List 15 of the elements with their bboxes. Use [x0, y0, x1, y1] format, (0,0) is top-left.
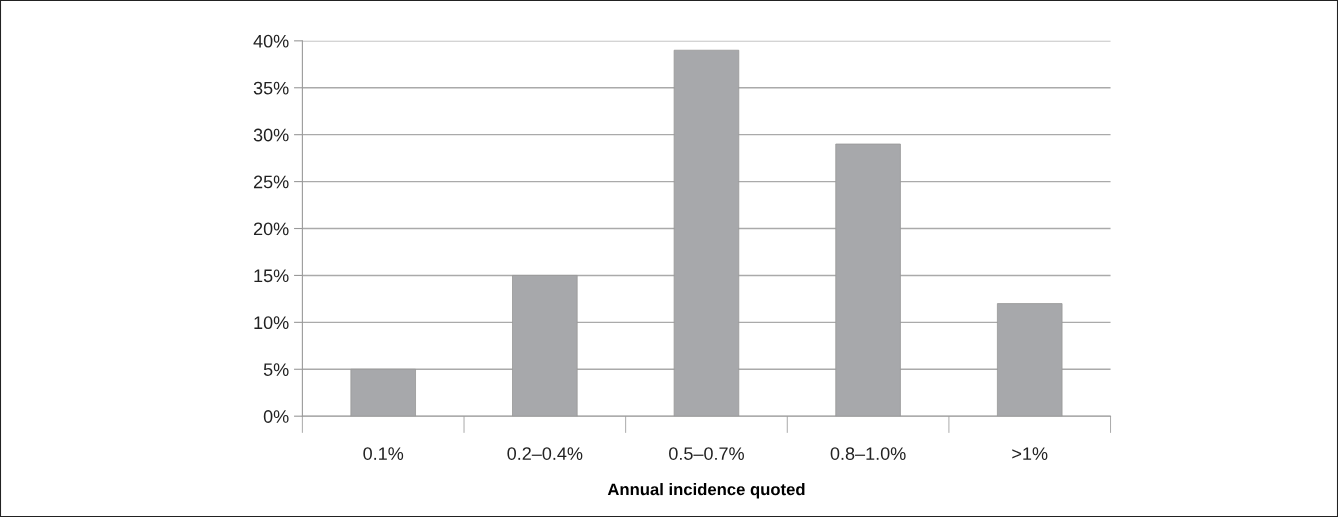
- x-tick-label: 0.2–0.4%: [507, 447, 583, 460]
- y-tick-label: 20%: [253, 222, 289, 236]
- x-tick-label: 0.1%: [363, 447, 404, 460]
- y-tick-label: 25%: [253, 175, 289, 189]
- y-tick-label: 5%: [263, 363, 289, 376]
- y-tick-label: 30%: [253, 128, 289, 142]
- y-tick-label: 15%: [254, 269, 289, 283]
- x-tick-label: 0.8–1.0%: [830, 447, 906, 460]
- y-tick-label: 35%: [253, 81, 289, 95]
- x-tick-label: 0.5–0.7%: [669, 447, 744, 460]
- y-tick-label: 0%: [263, 410, 289, 423]
- y-tick-label: 40%: [253, 34, 289, 48]
- x-tick-label: >1%: [1012, 447, 1048, 460]
- x-axis-title: Annual incidence quoted: [607, 483, 805, 499]
- y-tick-label: 10%: [254, 316, 289, 330]
